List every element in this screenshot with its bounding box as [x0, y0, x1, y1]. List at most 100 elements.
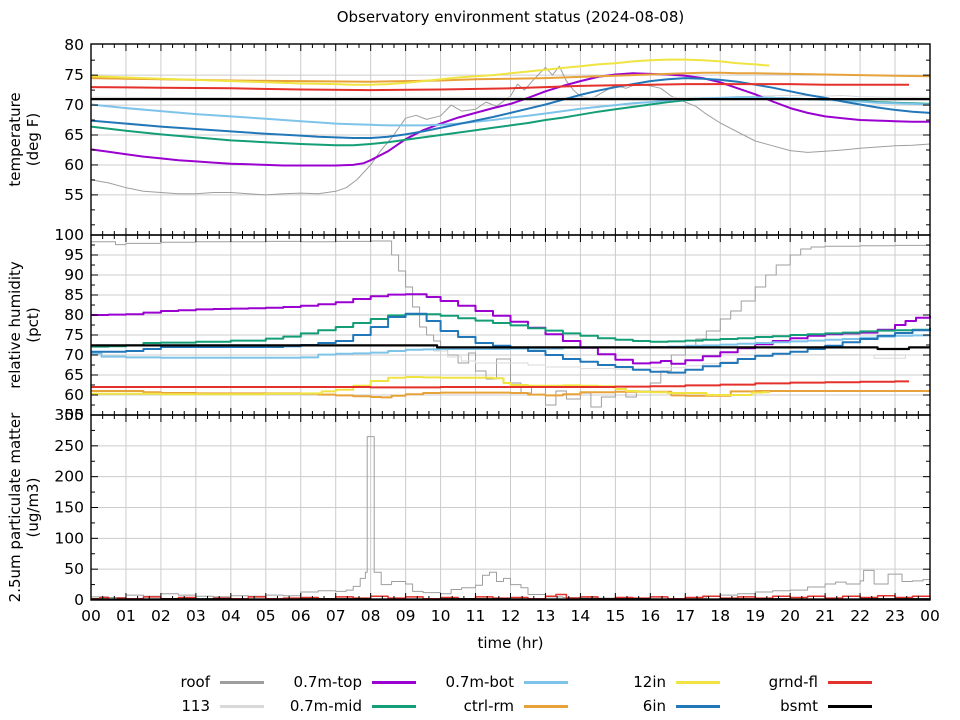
x-tick-label: 22 — [850, 607, 870, 625]
x-tick-label: 07 — [326, 607, 346, 625]
x-tick-label: 11 — [466, 607, 486, 625]
y-tick-label: 70 — [64, 346, 84, 364]
legend-label: 0.7m-top — [293, 673, 362, 691]
x-tick-label: 05 — [256, 607, 276, 625]
series-grnd-fl-line-humidity — [91, 380, 909, 389]
y-axis-title-temperature: temperature — [6, 92, 24, 186]
x-tick-label: 10 — [431, 607, 451, 625]
legend-swatch-grnd-fl — [828, 680, 872, 684]
legend-label: grnd-fl — [768, 673, 818, 691]
x-tick-label: 19 — [745, 607, 765, 625]
y-axis-title-humidity: relative humidity — [6, 261, 24, 389]
y-tick-label: 200 — [54, 468, 84, 486]
series-113-line-temperature — [90, 95, 930, 99]
series-bsmt-line-humidity — [91, 344, 930, 351]
legend: roof 0.7m-top 0.7m-bot 12in grnd-fl 113 0.7m-m… — [118, 671, 872, 717]
legend-swatch-0.7m-mid — [372, 704, 416, 708]
y-tick-label: 65 — [64, 366, 84, 384]
x-tick-label: 08 — [361, 607, 381, 625]
legend-swatch-113 — [220, 704, 264, 708]
x-tick-label: 14 — [571, 607, 591, 625]
x-tick-label: 01 — [116, 607, 136, 625]
y-tick-label: 90 — [64, 266, 84, 284]
legend-label: 0.7m-mid — [289, 697, 362, 715]
series-grnd-fl-line-temperature — [90, 83, 909, 92]
legend-item-113: 113 — [118, 695, 264, 717]
y-tick-label: 100 — [54, 226, 84, 244]
y-tick-label: 250 — [54, 437, 84, 455]
y-tick-label: 75 — [64, 326, 84, 344]
legend-swatch-0.7m-bot — [524, 680, 568, 684]
legend-label: bsmt — [780, 697, 818, 715]
y-tick-label: 55 — [64, 406, 84, 424]
y-tick-label: 55 — [64, 186, 84, 204]
y-tick-label: 60 — [64, 156, 84, 174]
legend-item-ctrl-rm: ctrl-rm — [422, 695, 568, 717]
legend-item-0.7m-top: 0.7m-top — [270, 671, 416, 693]
x-tick-label: 12 — [501, 607, 521, 625]
y-axis-title-units-temperature: (deg F) — [24, 113, 42, 166]
legend-label: ctrl-rm — [463, 697, 514, 715]
y-tick-label: 50 — [64, 560, 84, 578]
legend-swatch-roof — [220, 680, 264, 684]
legend-swatch-0.7m-top — [372, 680, 416, 684]
y-tick-label: 150 — [54, 499, 84, 517]
x-tick-label: 00 — [920, 607, 940, 625]
legend-label: roof — [180, 673, 210, 691]
y-tick-label: 65 — [64, 126, 84, 144]
series-ctrl-rm-line-temperature — [90, 71, 931, 83]
legend-swatch-6in — [676, 704, 720, 708]
x-tick-label: 09 — [396, 607, 416, 625]
y-tick-label: 95 — [64, 246, 84, 264]
x-tick-label: 15 — [606, 607, 626, 625]
chart-title: Observatory environment status (2024-08-… — [336, 8, 685, 26]
x-tick-label: 02 — [151, 607, 171, 625]
legend-label: 113 — [181, 697, 210, 715]
legend-item-roof: roof — [118, 671, 264, 693]
series-0.7m-mid-line-humidity — [91, 313, 931, 348]
series-12in-line-temperature — [90, 58, 770, 86]
x-tick-label: 03 — [186, 607, 206, 625]
x-tick-label: 06 — [291, 607, 311, 625]
x-tick-label: 18 — [710, 607, 730, 625]
legend-item-12in: 12in — [574, 671, 720, 693]
y-tick-label: 0 — [74, 591, 84, 609]
x-tick-label: 04 — [221, 607, 241, 625]
legend-item-0.7m-bot: 0.7m-bot — [422, 671, 568, 693]
legend-swatch-12in — [676, 680, 720, 684]
x-tick-label: 17 — [675, 607, 695, 625]
series-12in-line-humidity — [91, 376, 771, 396]
y-tick-label: 80 — [64, 36, 84, 54]
y-tick-label: 80 — [64, 306, 84, 324]
series-roof-line-temperature — [90, 65, 931, 196]
y-axis-title-particulate: 2.5um particulate matter — [6, 412, 24, 602]
y-axis-title-units-humidity: (pct) — [24, 307, 42, 342]
x-tick-label: 21 — [815, 607, 835, 625]
y-tick-label: 70 — [64, 96, 84, 114]
legend-item-bsmt: bsmt — [726, 695, 872, 717]
legend-item-0.7m-mid: 0.7m-mid — [270, 695, 416, 717]
x-tick-label: 00 — [81, 607, 101, 625]
series-roof-line-particulate — [91, 436, 931, 600]
legend-label: 12in — [633, 673, 666, 691]
x-axis-title: time (hr) — [477, 634, 544, 652]
legend-label: 0.7m-bot — [445, 673, 514, 691]
legend-swatch-ctrl-rm — [524, 704, 568, 708]
y-axis-title-units-particulate: (ug/m3) — [24, 478, 42, 538]
x-tick-label: 20 — [780, 607, 800, 625]
y-tick-label: 60 — [64, 386, 84, 404]
x-tick-label: 23 — [885, 607, 905, 625]
legend-label: 6in — [642, 697, 666, 715]
series-113-line-humidity — [91, 345, 930, 370]
y-tick-label: 100 — [54, 529, 84, 547]
legend-swatch-bsmt — [828, 704, 872, 708]
legend-item-6in: 6in — [574, 695, 720, 717]
x-tick-label: 13 — [536, 607, 556, 625]
legend-item-grnd-fl: grnd-fl — [726, 671, 872, 693]
y-tick-label: 85 — [64, 286, 84, 304]
series-0.7m-top-line-temperature — [90, 72, 930, 167]
y-tick-label: 300 — [54, 406, 84, 424]
plot-canvas: 55 60 65 70 75 80 temperature (deg F) 55 60 65 70 75… — [6, 36, 940, 625]
x-tick-label: 16 — [640, 607, 660, 625]
